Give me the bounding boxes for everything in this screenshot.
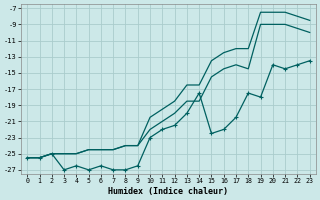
X-axis label: Humidex (Indice chaleur): Humidex (Indice chaleur) xyxy=(108,187,228,196)
